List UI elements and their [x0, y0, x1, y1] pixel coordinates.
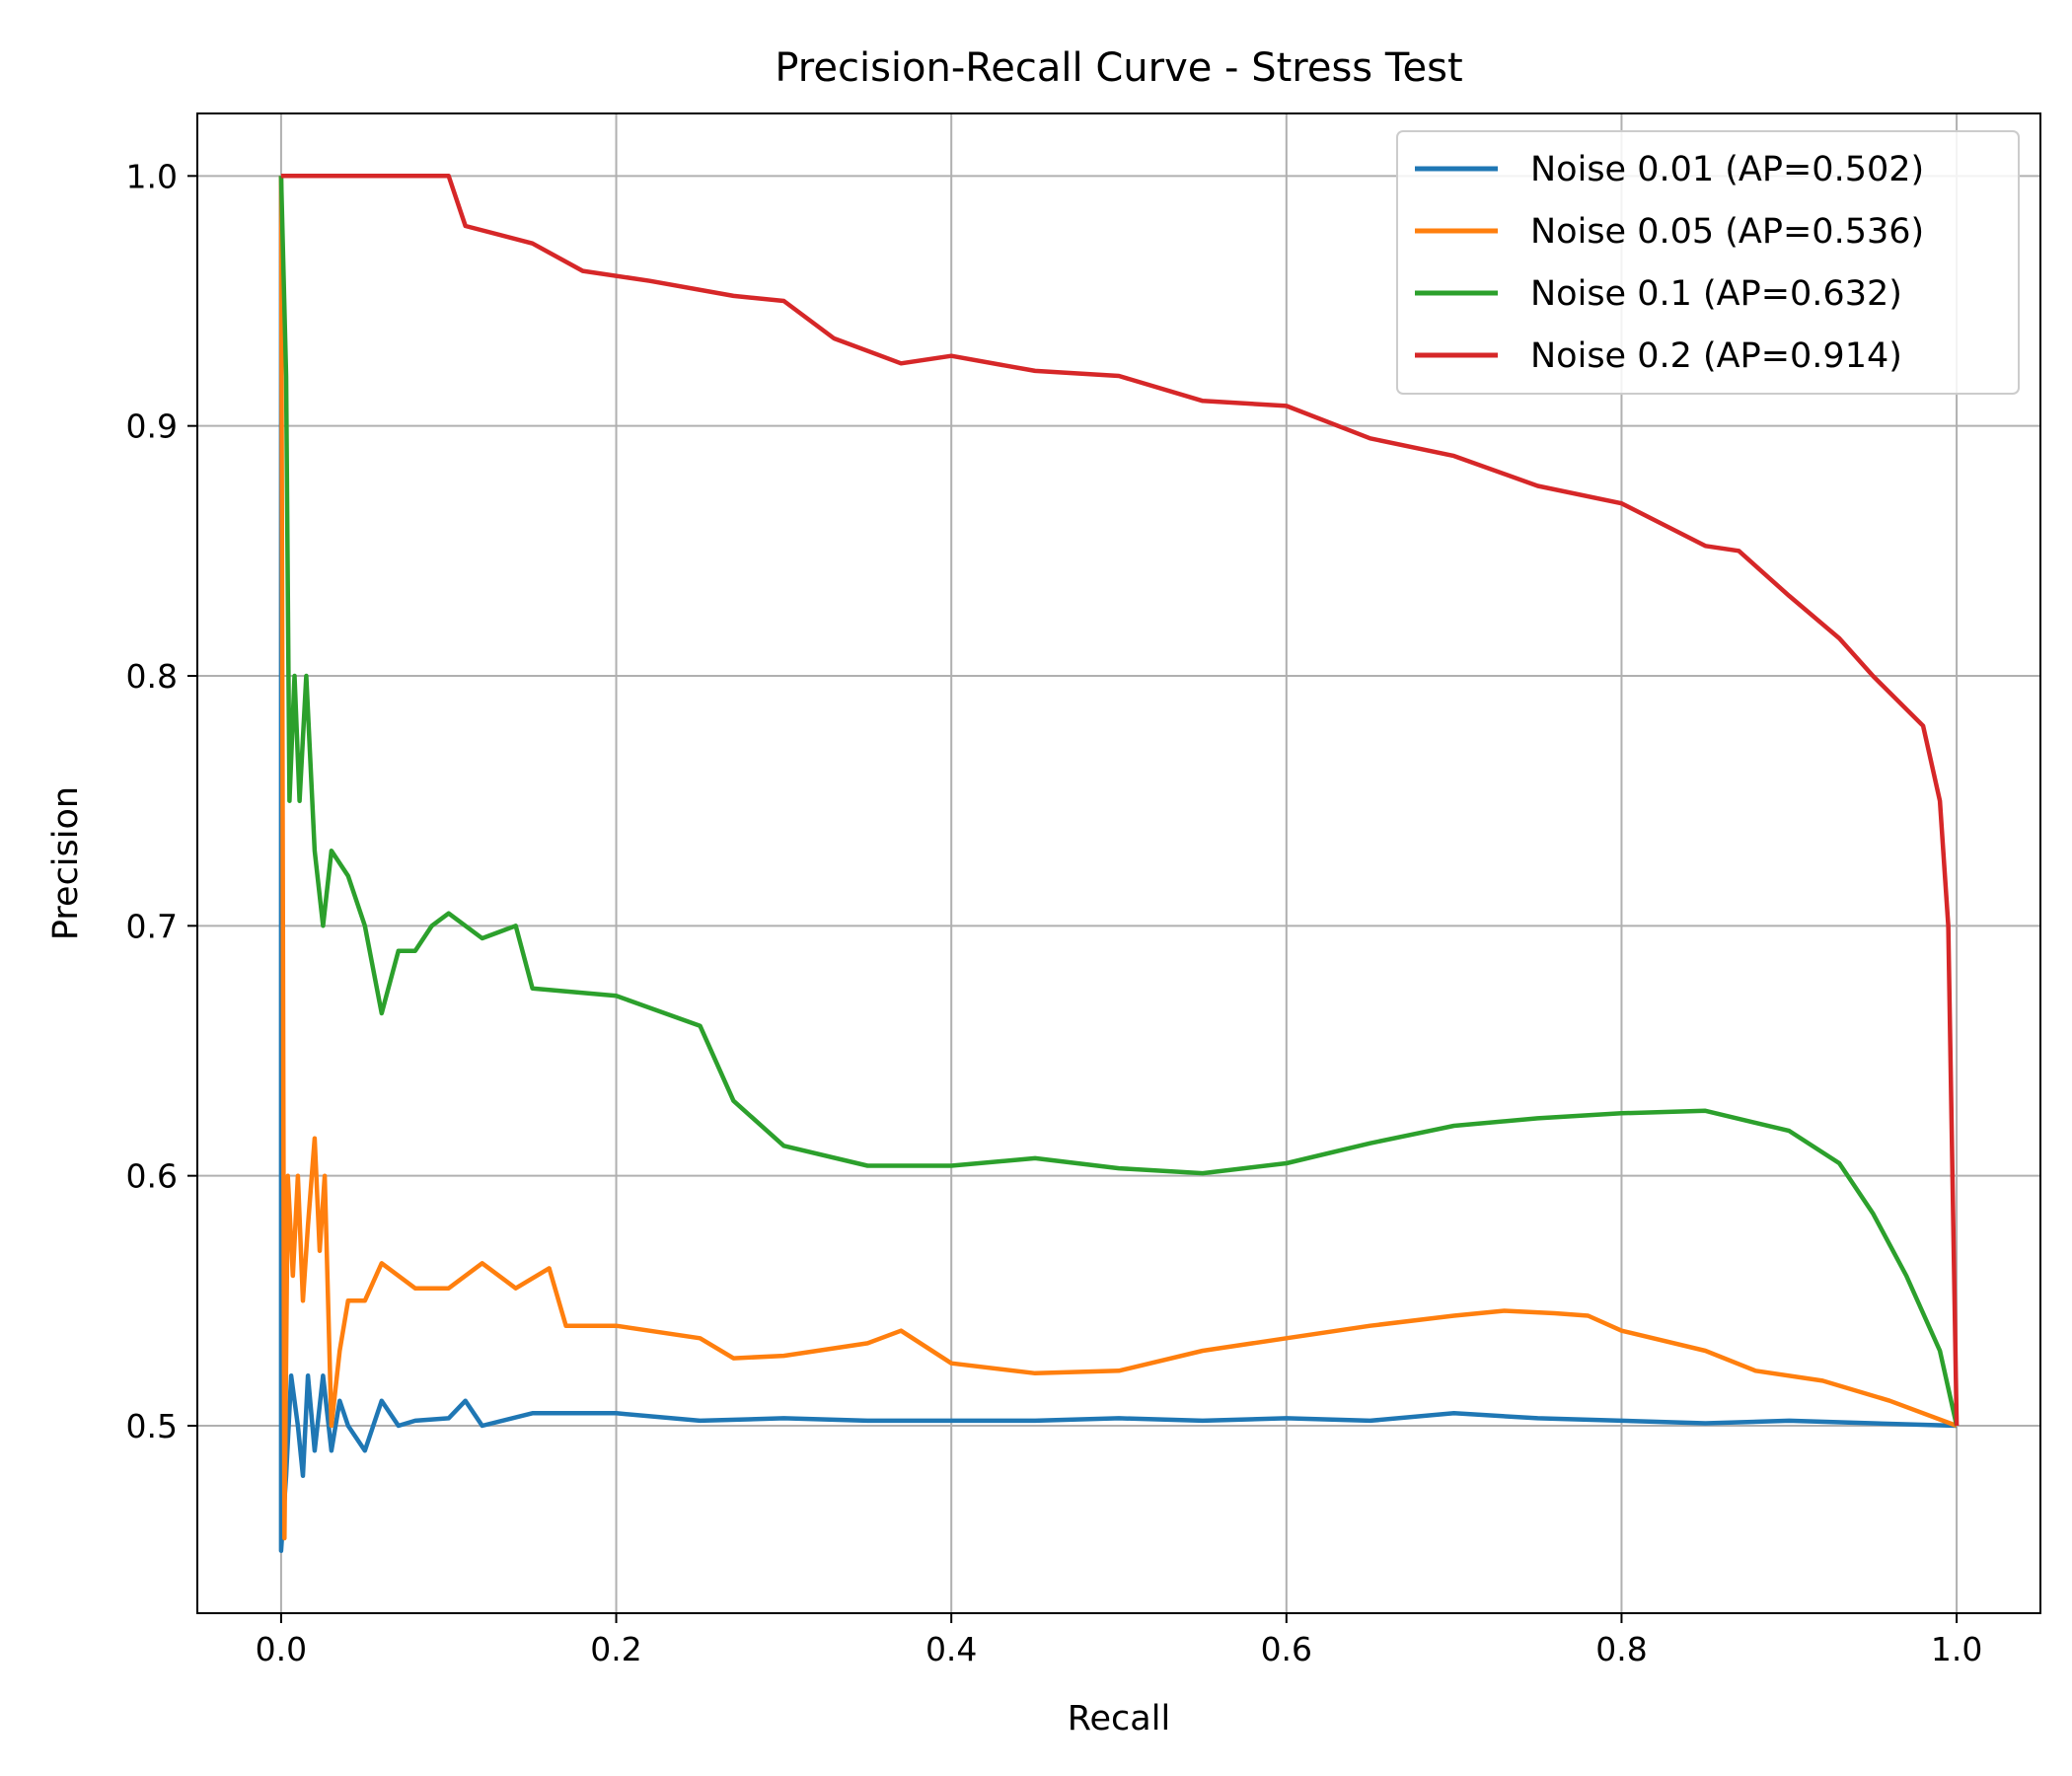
legend-label: Noise 0.05 (AP=0.536) — [1530, 212, 1924, 252]
series-line — [278, 176, 1958, 1541]
grid-layer — [197, 113, 2040, 1613]
series-line — [278, 176, 1960, 1427]
series-line — [280, 174, 1960, 1427]
y-axis-label: Precision — [46, 786, 86, 940]
y-tick-label: 0.5 — [126, 1407, 178, 1445]
x-axis-label: Recall — [1068, 1699, 1170, 1739]
chart-title: Precision-Recall Curve - Stress Test — [775, 45, 1462, 91]
x-tick-label: 0.4 — [925, 1630, 977, 1668]
y-tick-label: 1.0 — [126, 157, 178, 195]
series-layer — [278, 174, 1960, 1553]
plot-frame — [196, 112, 2041, 1614]
y-tick-label: 0.7 — [126, 907, 178, 945]
x-tick-label: 0.6 — [1261, 1630, 1312, 1668]
tick-layer: 0.0 0.2 0.4 0.6 0.8 1.0 0.5 0.6 0.7 0.8 0.9 1.0 — [126, 157, 1983, 1668]
legend-box — [1396, 130, 2020, 395]
x-tick-label: 0.8 — [1595, 1630, 1647, 1668]
y-tick-label: 0.9 — [126, 407, 178, 446]
x-tick-label: 0.2 — [590, 1630, 641, 1668]
series-line — [278, 176, 1958, 1553]
legend: Noise 0.01 (AP=0.502) Noise 0.05 (AP=0.53… — [1396, 130, 2020, 395]
legend-label: Noise 0.1 (AP=0.632) — [1530, 274, 1902, 314]
legend-label: Noise 0.01 (AP=0.502) — [1530, 150, 1924, 189]
y-tick-label: 0.8 — [126, 657, 178, 696]
y-tick-label: 0.6 — [126, 1157, 178, 1196]
x-tick-label: 1.0 — [1931, 1630, 1982, 1668]
x-tick-label: 0.0 — [256, 1630, 307, 1668]
legend-label: Noise 0.2 (AP=0.914) — [1530, 336, 1902, 376]
